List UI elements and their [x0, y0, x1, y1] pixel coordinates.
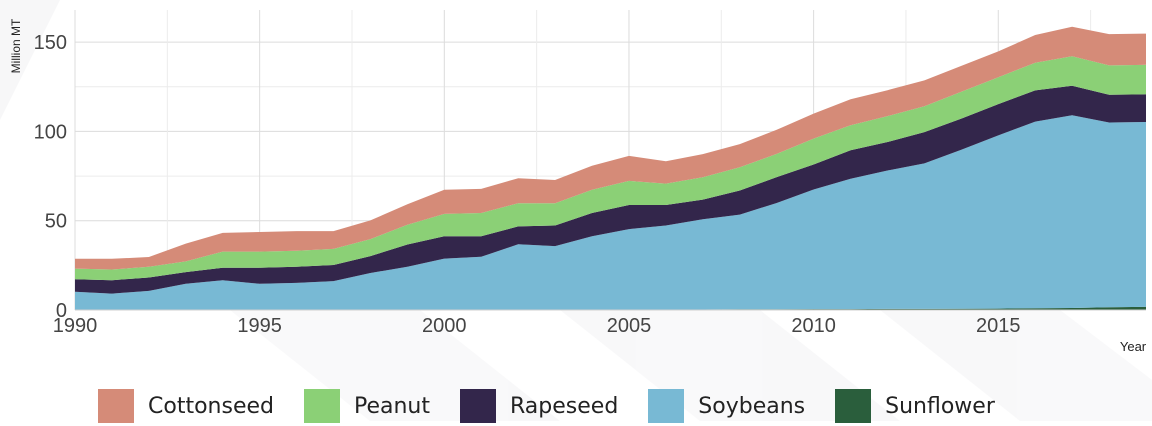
legend-label: Sunflower — [885, 393, 995, 419]
x-tick-label: 2015 — [976, 315, 1021, 337]
area-peanut — [75, 56, 1146, 281]
legend-item-rapeseed: Rapeseed — [460, 389, 618, 423]
x-axis-label: Year — [1120, 339, 1147, 354]
y-axis-label: Million MT — [9, 18, 23, 73]
legend-item-cottonseed: Cottonseed — [98, 389, 274, 423]
legend-item-soybeans: Soybeans — [648, 389, 805, 423]
x-tick-label: 2005 — [607, 315, 652, 337]
x-tick-label: 2010 — [791, 315, 836, 337]
legend-label: Soybeans — [698, 393, 806, 419]
legend: Cottonseed Peanut Rapeseed Soybeans Sunf… — [98, 389, 1025, 423]
area-sunflower — [75, 306, 1146, 310]
legend-item-sunflower: Sunflower — [835, 389, 995, 423]
area-cottonseed — [75, 26, 1146, 270]
y-tick-label: 50 — [45, 211, 67, 233]
y-tick-label: 0 — [56, 300, 67, 322]
legend-swatch — [98, 389, 134, 423]
x-tick-label: 1990 — [53, 315, 98, 337]
area-rapeseed — [75, 85, 1146, 294]
legend-item-peanut: Peanut — [303, 389, 430, 423]
legend-swatch — [460, 389, 496, 423]
x-tick-label: 1995 — [237, 315, 282, 337]
legend-label: Cottonseed — [148, 393, 274, 419]
y-tick-label: 100 — [34, 121, 67, 143]
legend-label: Rapeseed — [510, 393, 619, 419]
area-soybeans — [75, 115, 1146, 310]
bg-shape — [0, 0, 60, 120]
y-tick-label: 150 — [34, 32, 67, 54]
legend-label: Peanut — [353, 393, 430, 419]
bg-shape — [560, 310, 900, 421]
legend-swatch — [303, 389, 340, 423]
area-series — [75, 26, 1146, 310]
x-tick-label: 2000 — [422, 315, 467, 337]
bg-shape — [880, 310, 1152, 421]
legend-swatch — [648, 389, 685, 423]
axes: 0 50 100 150 1990 1995 2000 2005 2010 2015 — [34, 32, 1146, 337]
legend-swatch — [835, 389, 872, 423]
